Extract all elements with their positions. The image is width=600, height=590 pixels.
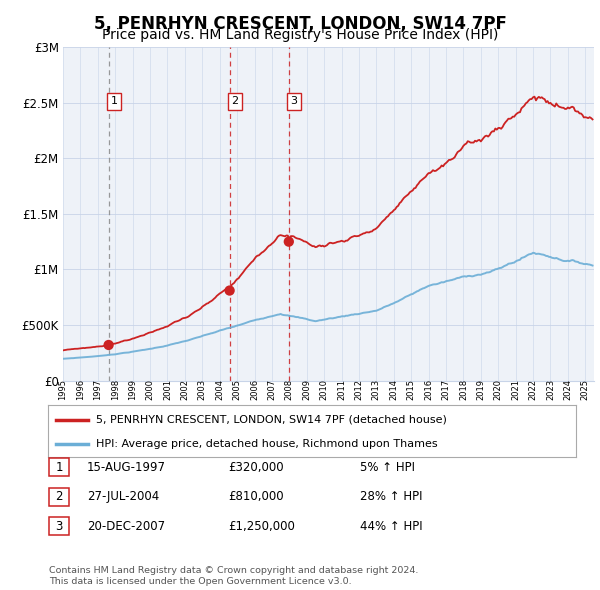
Text: 2001: 2001 [163,379,172,401]
Text: 1996: 1996 [76,379,85,401]
Text: 27-JUL-2004: 27-JUL-2004 [87,490,159,503]
Text: 2: 2 [55,490,63,503]
Text: 1998: 1998 [111,379,120,401]
Text: 2009: 2009 [302,379,311,401]
Text: 5, PENRHYN CRESCENT, LONDON, SW14 7PF (detached house): 5, PENRHYN CRESCENT, LONDON, SW14 7PF (d… [95,415,446,425]
Text: 1995: 1995 [59,379,67,401]
Text: 1: 1 [55,461,63,474]
Text: 2010: 2010 [320,379,329,401]
Text: £320,000: £320,000 [228,461,284,474]
Text: £810,000: £810,000 [228,490,284,503]
Text: 2011: 2011 [337,379,346,401]
Text: 5% ↑ HPI: 5% ↑ HPI [360,461,415,474]
Text: 3: 3 [55,520,63,533]
Text: 2004: 2004 [215,379,224,401]
Text: 2020: 2020 [494,379,503,401]
Text: 3: 3 [290,96,298,106]
Text: 2: 2 [232,96,238,106]
Text: 2019: 2019 [476,379,485,401]
Text: £1,250,000: £1,250,000 [228,520,295,533]
Text: 2000: 2000 [146,379,155,401]
Text: 2018: 2018 [459,379,468,401]
Text: 5, PENRHYN CRESCENT, LONDON, SW14 7PF: 5, PENRHYN CRESCENT, LONDON, SW14 7PF [94,15,506,33]
Text: 20-DEC-2007: 20-DEC-2007 [87,520,165,533]
Point [225,286,235,295]
Text: Contains HM Land Registry data © Crown copyright and database right 2024.
This d: Contains HM Land Registry data © Crown c… [49,566,419,586]
Text: 2006: 2006 [250,379,259,401]
Text: 2015: 2015 [407,379,416,401]
Text: 2008: 2008 [285,379,294,401]
Text: 2003: 2003 [198,379,207,401]
Text: 2021: 2021 [511,379,520,401]
Text: 2025: 2025 [581,379,590,401]
Text: 2013: 2013 [372,379,381,401]
Text: 2024: 2024 [563,379,572,401]
Text: 2023: 2023 [546,379,555,401]
Text: 44% ↑ HPI: 44% ↑ HPI [360,520,422,533]
Text: HPI: Average price, detached house, Richmond upon Thames: HPI: Average price, detached house, Rich… [95,440,437,449]
Text: 1999: 1999 [128,379,137,401]
Text: 2016: 2016 [424,379,433,401]
Text: 2022: 2022 [529,379,538,401]
Text: 15-AUG-1997: 15-AUG-1997 [87,461,166,474]
Text: 28% ↑ HPI: 28% ↑ HPI [360,490,422,503]
Point [284,237,293,247]
Point [104,340,113,350]
Text: 2017: 2017 [442,379,451,401]
Text: 2012: 2012 [355,379,364,401]
Text: Price paid vs. HM Land Registry's House Price Index (HPI): Price paid vs. HM Land Registry's House … [102,28,498,42]
Text: 1997: 1997 [94,379,103,401]
Text: 2002: 2002 [181,379,190,401]
Text: 2014: 2014 [389,379,398,401]
Text: 2005: 2005 [233,379,242,401]
Text: 2007: 2007 [268,379,277,401]
Text: 1: 1 [110,96,118,106]
